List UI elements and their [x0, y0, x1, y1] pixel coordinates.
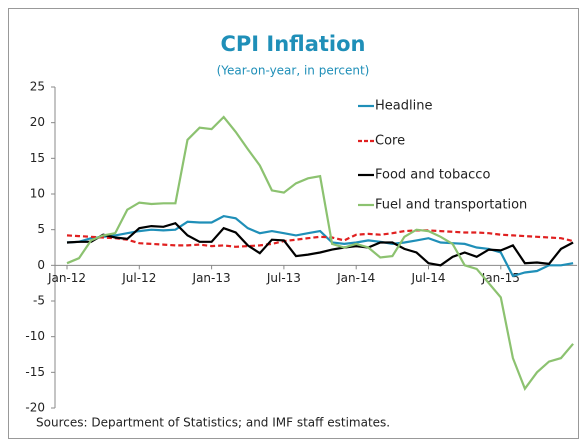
x-tick-label: Jan-14	[336, 271, 375, 285]
y-tick-label: 25	[30, 80, 45, 94]
y-tick-label: -15	[25, 365, 45, 379]
y-tick-label: 0	[37, 258, 45, 272]
y-tick-label: 5	[37, 222, 45, 236]
y-tick-label: -10	[25, 329, 45, 343]
y-tick-label: 20	[30, 115, 45, 129]
x-tick-label: Jul-14	[410, 271, 445, 285]
series-line	[66, 229, 574, 248]
source-note: Sources: Department of Statistics; and I…	[36, 416, 390, 430]
legend-label: Headline	[375, 99, 432, 114]
x-tick-label: Jan-13	[192, 271, 231, 285]
chart-frame	[8, 8, 579, 439]
chart-title: CPI Inflation	[220, 32, 365, 56]
legend-label: Core	[375, 134, 405, 149]
y-tick-label: 15	[30, 151, 45, 165]
x-tick-label: Jan-12	[47, 271, 86, 285]
series-line	[66, 115, 574, 391]
y-tick-label: 10	[30, 187, 45, 201]
x-tick-label: Jul-12	[121, 271, 156, 285]
series-line	[66, 221, 574, 267]
chart-subtitle: (Year-on-year, in percent)	[217, 64, 370, 78]
y-tick-label: -20	[25, 401, 45, 415]
x-tick-label: Jan-15	[481, 271, 520, 285]
y-tick-label: -5	[33, 294, 45, 308]
legend-label: Food and tobacco	[375, 168, 490, 183]
x-tick-label: Jul-13	[266, 271, 301, 285]
legend-label: Fuel and transportation	[375, 198, 527, 213]
